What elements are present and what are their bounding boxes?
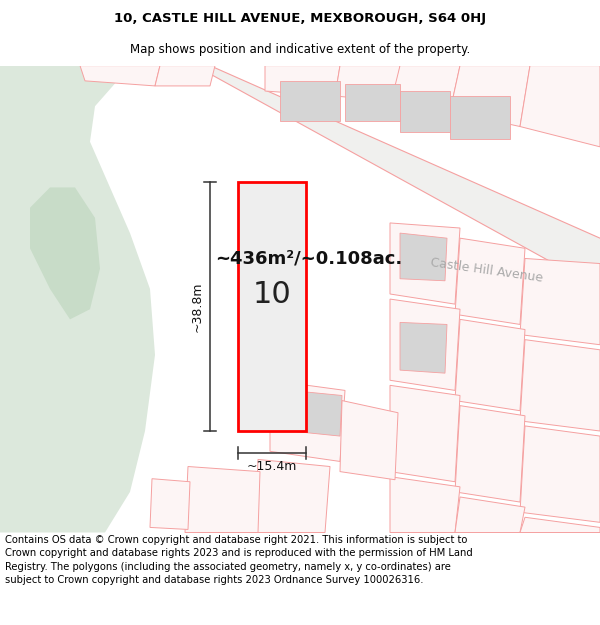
- Polygon shape: [400, 91, 450, 132]
- Polygon shape: [155, 66, 215, 86]
- Polygon shape: [335, 66, 400, 101]
- Polygon shape: [455, 238, 525, 324]
- Polygon shape: [390, 477, 460, 532]
- Polygon shape: [520, 339, 600, 431]
- Polygon shape: [265, 66, 340, 96]
- Polygon shape: [390, 299, 460, 391]
- Text: ~15.4m: ~15.4m: [247, 460, 297, 473]
- Polygon shape: [400, 322, 447, 373]
- Polygon shape: [455, 406, 525, 502]
- Text: ~38.8m: ~38.8m: [191, 281, 203, 332]
- Polygon shape: [520, 518, 600, 532]
- Polygon shape: [270, 380, 345, 461]
- Polygon shape: [520, 66, 600, 147]
- Polygon shape: [150, 479, 190, 529]
- Polygon shape: [345, 84, 400, 121]
- Polygon shape: [390, 386, 460, 482]
- Polygon shape: [80, 66, 160, 86]
- Text: ~436m²/~0.108ac.: ~436m²/~0.108ac.: [215, 249, 402, 268]
- Polygon shape: [280, 81, 340, 121]
- Text: Map shows position and indicative extent of the property.: Map shows position and indicative extent…: [130, 42, 470, 56]
- Text: 10: 10: [253, 280, 292, 309]
- Text: Castle Hill Avenue: Castle Hill Avenue: [430, 256, 544, 285]
- Polygon shape: [255, 459, 330, 532]
- Polygon shape: [450, 66, 530, 126]
- Polygon shape: [30, 188, 100, 319]
- Polygon shape: [400, 233, 447, 281]
- Polygon shape: [340, 401, 398, 480]
- Polygon shape: [0, 66, 155, 532]
- Text: 10, CASTLE HILL AVENUE, MEXBOROUGH, S64 0HJ: 10, CASTLE HILL AVENUE, MEXBOROUGH, S64 …: [114, 12, 486, 25]
- Text: Contains OS data © Crown copyright and database right 2021. This information is : Contains OS data © Crown copyright and d…: [5, 535, 473, 585]
- Polygon shape: [455, 497, 525, 532]
- Polygon shape: [185, 466, 260, 532]
- Polygon shape: [290, 391, 342, 436]
- Polygon shape: [520, 426, 600, 522]
- Polygon shape: [450, 96, 510, 139]
- Polygon shape: [520, 259, 600, 345]
- Bar: [238, 182, 306, 431]
- Polygon shape: [455, 319, 525, 411]
- Polygon shape: [390, 66, 460, 111]
- Polygon shape: [195, 66, 600, 289]
- Polygon shape: [390, 223, 460, 304]
